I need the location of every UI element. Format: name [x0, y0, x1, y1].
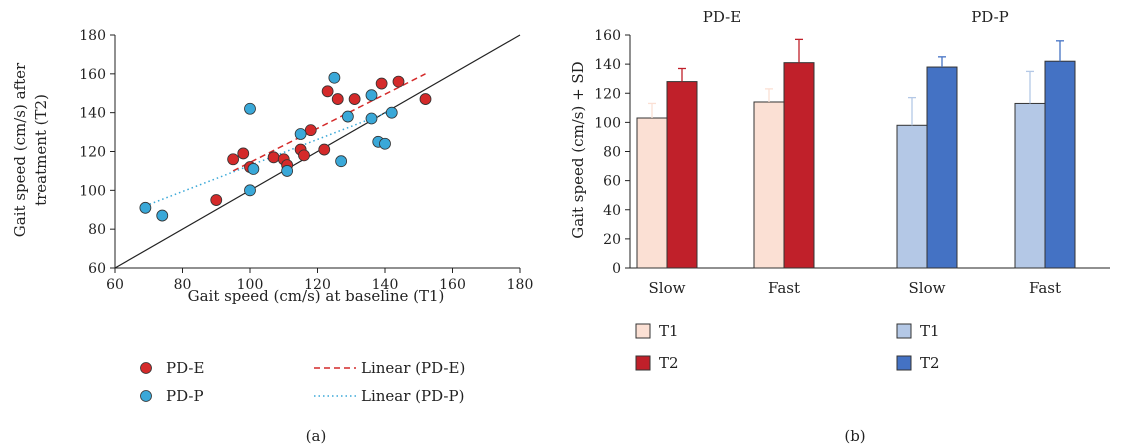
bar-y-tick-label: 120 — [594, 86, 621, 102]
bar-pd-e-fast-t2 — [783, 62, 815, 269]
scatter-y-tick-label: 80 — [88, 222, 106, 238]
bar-pd-p-fast-t2 — [1044, 60, 1076, 269]
scatter-x-tick-label: 60 — [106, 277, 124, 293]
bar-y-tick-label: 140 — [594, 57, 621, 73]
scatter-y-tick-label: 160 — [79, 67, 106, 83]
legend-label-pd-p-t1: T1 — [920, 322, 940, 340]
legend-swatch-pd-p-t2 — [896, 355, 912, 371]
bar-y-tick-label: 0 — [612, 261, 621, 277]
legend-swatch-pd-p-t1 — [896, 323, 912, 339]
caption-b: (b) — [844, 427, 865, 445]
bar-y-tick-label: 160 — [594, 28, 621, 44]
bar-y-tick-label: 80 — [603, 145, 621, 161]
bar-pd-e-slow-t1 — [636, 117, 668, 269]
legend-marker-pd-p — [140, 390, 152, 402]
scatter-y-tick-label: 120 — [79, 145, 106, 161]
point-pd-p — [244, 184, 256, 197]
bar-panel: 0 20 40 60 80 100 120 140 160 Slow Fast Slow Fast G… — [569, 8, 1110, 445]
bar-y-tick-label: 40 — [603, 203, 621, 219]
bar-marks: Slow Fast Slow Fast — [636, 38, 1076, 297]
point-pd-p — [365, 89, 378, 102]
scatter-y-tick-label: 60 — [88, 261, 106, 277]
bar-y-tick-label: 60 — [603, 174, 621, 190]
legend-label-pd-p-t2: T2 — [920, 354, 940, 372]
point-pd-e — [318, 143, 331, 156]
bar-y-axis-label: Gait speed (cm/s) + SD — [569, 61, 587, 238]
bar-pd-p-slow-t2 — [926, 66, 958, 269]
scatter-axes: 60 80 100 120 140 160 180 60 80 100 120 140 160 180 — [79, 28, 533, 293]
point-pd-e — [210, 194, 223, 206]
point-pd-p — [156, 209, 169, 222]
point-pd-e — [321, 85, 334, 98]
category-label-fast: Fast — [768, 279, 800, 297]
scatter-x-tick-label: 140 — [372, 277, 399, 293]
scatter-lines — [114, 34, 521, 269]
point-pd-e — [298, 149, 310, 162]
group-title-pd-p: PD-P — [971, 8, 1009, 26]
category-label-slow: Slow — [649, 279, 686, 297]
legend-swatch-pd-e-t1 — [635, 323, 651, 339]
point-pd-e — [227, 153, 240, 166]
point-pd-p — [294, 128, 307, 140]
bar-legend: T1 T2 T1 T2 — [635, 322, 940, 372]
point-pd-e — [392, 75, 405, 88]
line-identity — [114, 34, 521, 269]
point-pd-p — [247, 163, 260, 175]
point-pd-e — [331, 93, 344, 105]
scatter-x-tick-label: 80 — [174, 277, 192, 293]
bar-pd-e-fast-t1 — [753, 101, 785, 269]
caption-a: (a) — [306, 427, 327, 445]
point-pd-p — [341, 110, 354, 123]
point-pd-e — [237, 147, 250, 160]
point-pd-e — [304, 124, 317, 137]
group-title-pd-e: PD-E — [703, 8, 741, 26]
point-pd-e — [348, 93, 361, 105]
bar-pd-p-slow-t1 — [896, 124, 928, 269]
bar-axes: 0 20 40 60 80 100 120 140 160 — [594, 28, 1110, 277]
scatter-x-tick-label: 160 — [439, 277, 466, 293]
point-pd-p — [385, 106, 398, 119]
bar-y-tick-label: 20 — [603, 232, 621, 248]
point-pd-e — [375, 77, 388, 90]
category-label-slow: Slow — [909, 279, 946, 297]
bar-pd-p-fast-t1 — [1014, 102, 1046, 269]
bar-pd-e-slow-t2 — [666, 81, 698, 269]
point-pd-p — [244, 102, 256, 115]
point-pd-p — [379, 137, 391, 150]
legend-label-pd-e: PD-E — [166, 359, 204, 377]
bar-y-tick-label: 100 — [594, 115, 621, 131]
scatter-y-tick-label: 140 — [79, 106, 106, 122]
scatter-x-axis-label: Gait speed (cm/s) at baseline (T1) — [188, 287, 445, 305]
scatter-legend: PD-E PD-P Linear (PD-E) Linear (PD-P) — [140, 359, 465, 405]
point-pd-p — [281, 165, 294, 177]
scatter-y-axis-label-line1: Gait speed (cm/s) after — [11, 62, 29, 237]
scatter-x-tick-label: 100 — [237, 277, 264, 293]
scatter-x-tick-label: 120 — [304, 277, 331, 293]
legend-label-pd-e-t1: T1 — [659, 322, 679, 340]
point-pd-p — [328, 71, 341, 84]
legend-marker-pd-e — [140, 362, 152, 374]
legend-swatch-pd-e-t2 — [635, 355, 651, 371]
legend-label-pd-e-t2: T2 — [659, 354, 679, 372]
point-pd-e — [419, 93, 432, 105]
legend-label-linear-pd-e: Linear (PD-E) — [361, 359, 465, 377]
scatter-y-tick-label: 100 — [79, 183, 106, 199]
point-pd-e — [267, 151, 280, 164]
scatter-panel: 60 80 100 120 140 160 180 60 80 100 120 140 160 180 G… — [11, 28, 533, 445]
point-pd-p — [139, 201, 152, 214]
category-label-fast: Fast — [1029, 279, 1061, 297]
legend-label-linear-pd-p: Linear (PD-P) — [361, 387, 464, 405]
legend-label-pd-p: PD-P — [166, 387, 204, 405]
scatter-x-tick-label: 180 — [507, 277, 534, 293]
point-pd-p — [335, 155, 348, 168]
scatter-y-tick-label: 180 — [79, 28, 106, 44]
scatter-points — [139, 71, 432, 222]
scatter-y-axis-label-line2: treatment (T2) — [32, 94, 50, 206]
line-linear-pd-e — [232, 73, 426, 172]
point-pd-p — [365, 112, 378, 125]
